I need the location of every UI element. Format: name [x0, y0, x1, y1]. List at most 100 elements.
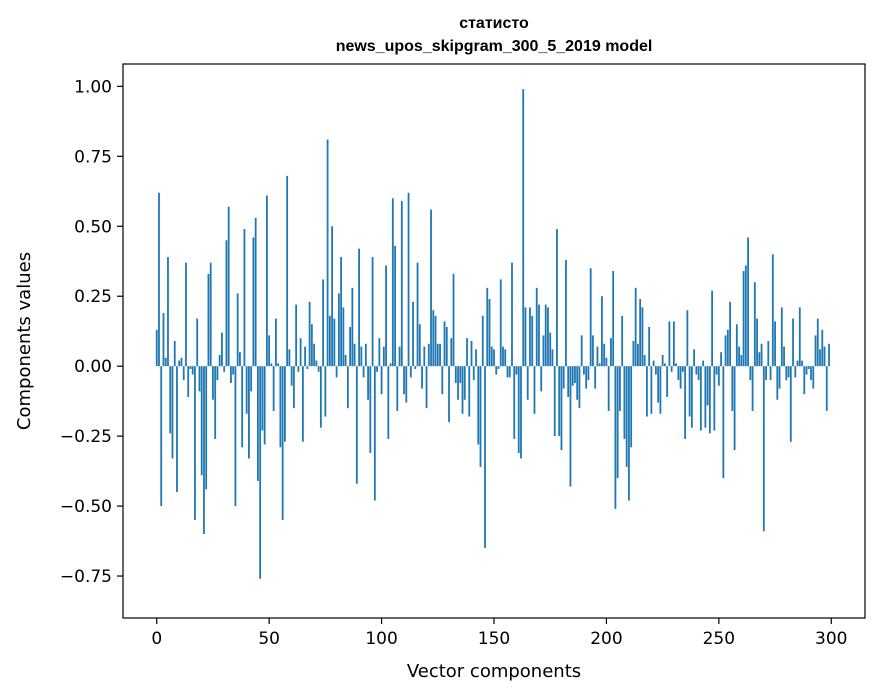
bar-component-253	[724, 335, 727, 367]
bar-component-50	[268, 335, 271, 367]
bar-component-136	[461, 366, 464, 414]
bar-component-209	[625, 366, 628, 467]
bar-component-8	[173, 341, 176, 367]
bar-component-29	[221, 332, 223, 367]
bar-component-117	[418, 324, 421, 367]
bar-component-45	[257, 366, 259, 481]
bar-component-92	[362, 366, 365, 378]
bar-component-273	[769, 366, 772, 381]
bar-component-293	[814, 335, 817, 367]
bar-component-140	[470, 341, 473, 367]
bar-component-94	[367, 366, 369, 400]
bar-component-104	[389, 363, 392, 367]
bar-component-269	[760, 343, 763, 367]
bar-component-262	[744, 265, 747, 367]
bar-component-283	[792, 318, 794, 367]
bar-component-77	[328, 315, 331, 367]
y-tick-label: 0.25	[74, 287, 112, 307]
bar-component-194	[592, 335, 594, 367]
bar-component-6	[169, 366, 172, 434]
bar-component-85	[346, 366, 349, 409]
bar-component-2	[160, 366, 163, 507]
bar-component-73	[319, 366, 322, 428]
bar-component-171	[540, 366, 543, 392]
bar-component-59	[288, 349, 291, 367]
bar-component-102	[385, 265, 387, 367]
bar-component-19	[198, 366, 201, 392]
bar-component-222	[654, 366, 657, 375]
bar-component-150	[493, 349, 495, 367]
bar-component-99	[378, 338, 381, 367]
bar-component-196	[596, 346, 599, 367]
bar-component-295	[819, 349, 821, 367]
bar-component-95	[369, 366, 372, 453]
bar-component-126	[439, 343, 441, 367]
bar-component-169	[535, 287, 538, 367]
bar-component-123	[432, 310, 435, 367]
bar-component-108	[398, 346, 401, 367]
bar-component-22	[205, 366, 208, 490]
bar-component-287	[801, 360, 803, 367]
bar-component-114	[412, 301, 414, 367]
bar-component-220	[650, 366, 653, 414]
bar-component-296	[821, 329, 824, 367]
bar-component-72	[317, 366, 320, 372]
bar-component-284	[794, 366, 797, 378]
bar-component-74	[322, 279, 325, 367]
bar-component-299	[828, 343, 830, 367]
bar-component-179	[558, 366, 561, 437]
bar-component-292	[812, 366, 815, 389]
bar-component-246	[708, 366, 711, 434]
bar-component-146	[484, 366, 486, 549]
bar-component-267	[756, 318, 758, 367]
bar-component-242	[699, 366, 702, 431]
bar-component-47	[261, 366, 264, 431]
chart-title-line-1: статисто	[459, 15, 529, 32]
bar-component-16	[191, 366, 194, 375]
bar-component-154	[502, 346, 504, 367]
bar-component-144	[479, 366, 482, 467]
bar-component-17	[194, 366, 196, 521]
bar-component-232	[677, 366, 680, 381]
y-tick-label: −0.25	[60, 427, 112, 447]
bar-component-1	[158, 192, 160, 367]
bar-component-218	[646, 366, 648, 417]
bar-component-4	[164, 357, 167, 367]
bar-component-210	[628, 366, 630, 501]
bar-component-106	[394, 245, 396, 367]
bar-component-268	[758, 352, 761, 367]
x-axis-label: Vector components	[407, 661, 581, 682]
bar-component-235	[684, 366, 687, 439]
bar-component-263	[747, 237, 749, 367]
x-tick-label: 300	[815, 629, 847, 649]
bar-component-193	[589, 268, 592, 367]
bar-component-255	[729, 301, 731, 367]
bar-component-259	[738, 346, 740, 367]
bar-component-56	[281, 366, 284, 521]
bar-component-261	[742, 271, 745, 367]
bar-component-264	[749, 366, 752, 381]
bar-component-153	[499, 279, 502, 367]
bar-component-182	[565, 259, 567, 367]
bar-component-143	[477, 366, 480, 445]
y-tick-label: −0.50	[60, 497, 112, 517]
bar-component-33	[230, 366, 232, 383]
bar-component-101	[382, 346, 385, 367]
y-tick-label: 1.00	[74, 77, 112, 97]
bar-component-58	[286, 175, 289, 367]
bar-component-116	[416, 262, 419, 367]
bar-component-78	[331, 226, 334, 367]
bar-component-111	[405, 366, 408, 403]
bar-component-249	[715, 366, 718, 375]
bar-component-155	[504, 349, 507, 367]
bar-component-124	[434, 315, 437, 367]
bar-component-280	[785, 366, 788, 381]
bar-component-93	[364, 343, 367, 367]
bar-component-148	[488, 299, 491, 367]
x-tick-label: 200	[590, 629, 622, 649]
bar-component-223	[657, 366, 660, 403]
bar-component-11	[180, 357, 183, 367]
y-axis-label: Components values	[14, 252, 35, 430]
